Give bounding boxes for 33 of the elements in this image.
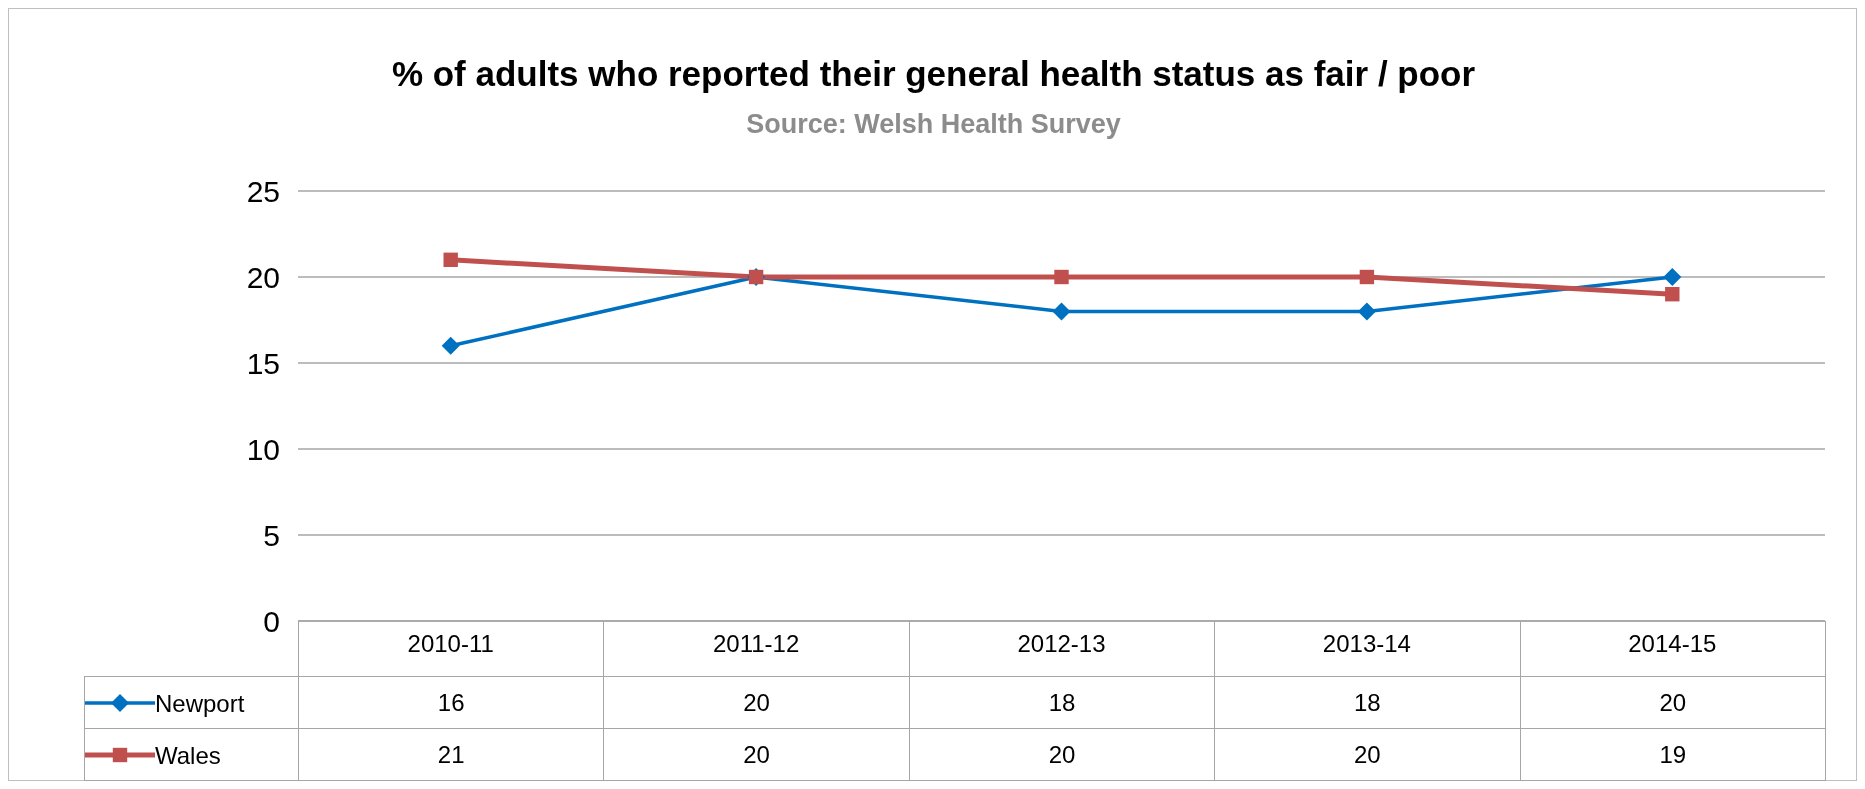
legend-label: Newport <box>155 689 245 717</box>
point <box>1665 287 1680 302</box>
data-label: 16 <box>298 676 604 729</box>
point <box>1054 269 1069 285</box>
x-tick-label: 2014-15 <box>1628 630 1717 658</box>
data-label: 18 <box>909 676 1215 729</box>
x-tick-label: 2010-11 <box>407 630 494 658</box>
data-label: 19 <box>1520 728 1826 781</box>
chart-title: % of adults who reported their general health status as fair / poor <box>390 54 1477 94</box>
chart-subtitle: Source: Welsh Health Survey <box>745 109 1122 140</box>
data-label: 20 <box>1520 676 1826 729</box>
y-tick-label: 0 <box>263 604 280 638</box>
point <box>1357 302 1376 321</box>
data-label: 21 <box>298 728 604 781</box>
point <box>1663 268 1682 286</box>
x-tick-label: 2012-13 <box>1017 630 1106 658</box>
x-tick-label: 2011-12 <box>712 630 800 658</box>
y-tick-label: 20 <box>246 260 280 294</box>
data-label: 18 <box>1214 676 1521 729</box>
point <box>441 336 460 355</box>
y-tick-label: 15 <box>246 346 280 380</box>
y-tick-label: 10 <box>246 432 280 466</box>
data-label: 20 <box>603 676 910 729</box>
data-label: 20 <box>1214 728 1521 781</box>
y-tick-label: 25 <box>246 174 280 208</box>
data-label: 20 <box>603 728 910 781</box>
point <box>443 252 458 267</box>
y-tick-label: 5 <box>263 518 280 552</box>
point <box>1052 302 1071 321</box>
x-tick-label: 2013-14 <box>1322 630 1411 658</box>
data-label: 20 <box>909 728 1215 781</box>
point <box>1359 269 1375 285</box>
legend-label: Wales <box>155 741 221 769</box>
